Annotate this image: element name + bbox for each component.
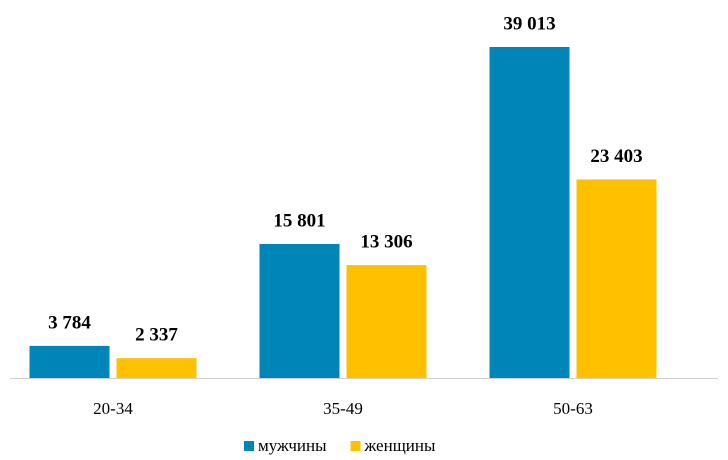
x-tick-label: 20-34 [93, 399, 133, 418]
bar [489, 47, 570, 378]
data-label: 39 013 [503, 13, 555, 34]
legend-swatch [350, 441, 361, 451]
x-tick-label: 35-49 [323, 399, 363, 418]
legend-label: женщины [364, 436, 436, 455]
data-label: 2 337 [135, 325, 178, 346]
data-label: 13 306 [360, 231, 412, 252]
bar [576, 179, 657, 378]
bar [116, 358, 197, 378]
data-label: 3 784 [48, 312, 91, 333]
bar [259, 243, 340, 378]
x-tick-label: 50-63 [553, 399, 593, 418]
legend-swatch [244, 441, 254, 451]
data-label: 15 801 [273, 210, 325, 231]
bar [29, 345, 110, 378]
legend-label: мужчины [258, 436, 327, 455]
data-label: 23 403 [590, 146, 642, 167]
bar [346, 265, 427, 378]
